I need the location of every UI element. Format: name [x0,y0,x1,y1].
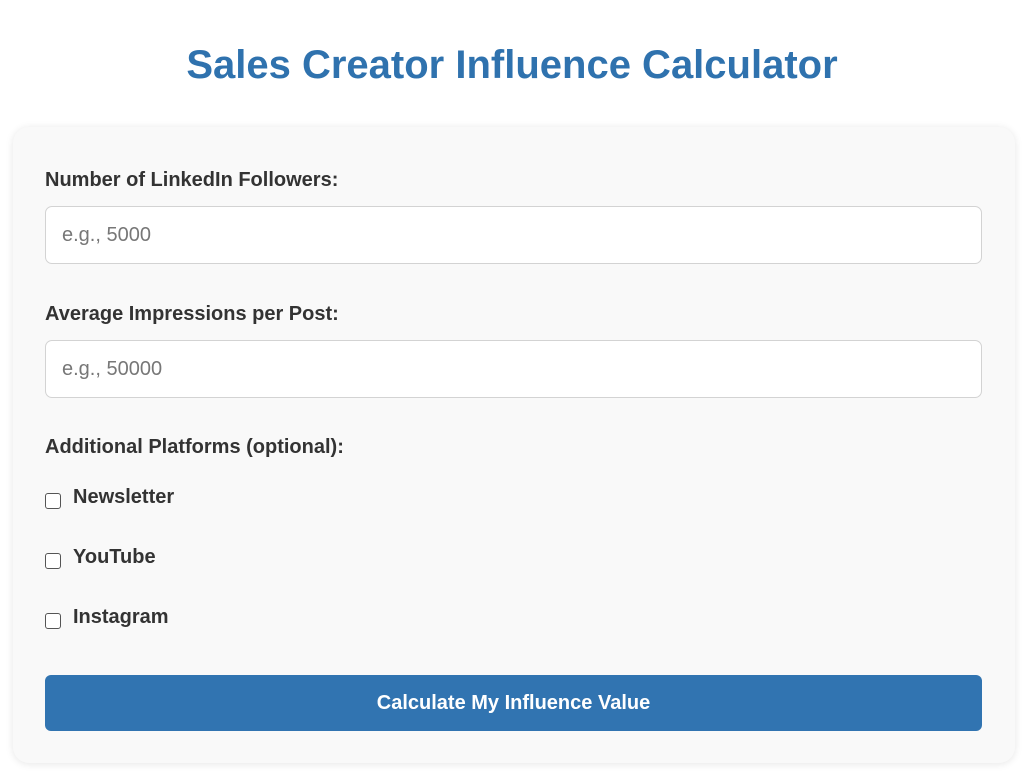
instagram-checkbox[interactable] [45,613,61,629]
platforms-label: Additional Platforms (optional): [45,436,344,458]
newsletter-label[interactable]: Newsletter [73,486,175,508]
instagram-label[interactable]: Instagram [73,606,169,628]
followers-label: Number of LinkedIn Followers: [45,169,339,191]
followers-input[interactable] [45,206,982,264]
platform-option-instagram: Instagram [45,603,169,631]
impressions-label: Average Impressions per Post: [45,303,339,325]
youtube-checkbox[interactable] [45,553,61,569]
page-title: Sales Creator Influence Calculator [186,43,838,87]
youtube-label[interactable]: YouTube [73,546,156,568]
newsletter-checkbox[interactable] [45,493,61,509]
platform-option-youtube: YouTube [45,543,156,571]
impressions-input[interactable] [45,340,982,398]
calculator-form-card: Number of LinkedIn Followers: Average Im… [13,127,1015,763]
platform-option-newsletter: Newsletter [45,483,174,511]
calculate-button[interactable]: Calculate My Influence Value [45,675,982,731]
